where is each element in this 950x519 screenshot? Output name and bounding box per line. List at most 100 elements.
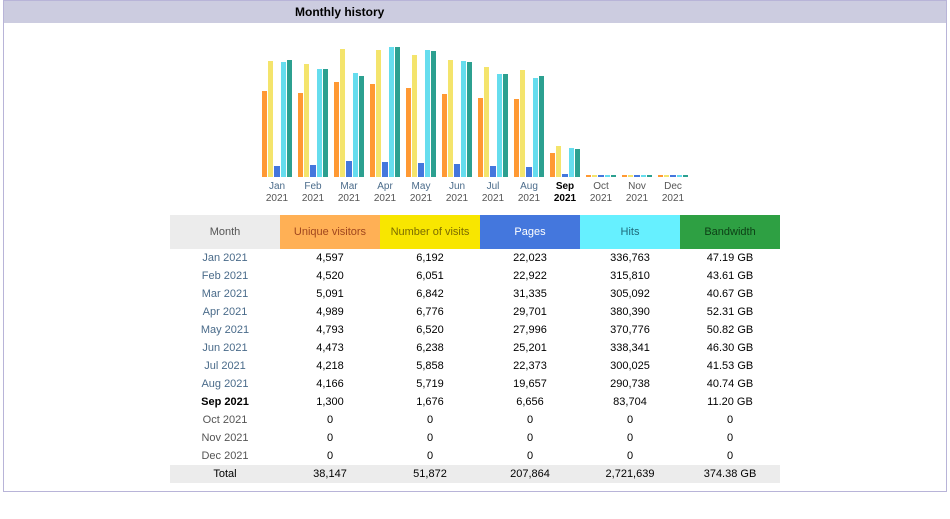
col-unique-visitors: Unique visitors [280, 215, 380, 249]
bar-visits [268, 61, 273, 177]
cell: 0 [680, 411, 780, 429]
chart-month-aug[interactable] [514, 70, 544, 177]
chart-month-oct [586, 175, 616, 177]
cell: 305,092 [580, 285, 680, 303]
chart-label-may[interactable]: May2021 [406, 181, 436, 205]
chart-month-dec [658, 175, 688, 177]
chart-month-may[interactable] [406, 50, 436, 177]
cell: 300,025 [580, 357, 680, 375]
chart-label-mar[interactable]: Mar2021 [334, 181, 364, 205]
chart-label-sep: Sep2021 [550, 181, 580, 205]
chart-label-dec: Dec2021 [658, 181, 688, 205]
bar-uv [658, 175, 663, 177]
row-month-label[interactable]: May 2021 [170, 321, 280, 339]
bar-visits [376, 50, 381, 177]
table-row: May 20214,7936,52027,996370,77650.82 GB [170, 321, 780, 339]
cell: 0 [280, 429, 380, 447]
bar-bw [539, 76, 544, 177]
chart-month-jan[interactable] [262, 60, 292, 177]
chart-label-apr[interactable]: Apr2021 [370, 181, 400, 205]
chart-label-jun[interactable]: Jun2021 [442, 181, 472, 205]
chart-month-mar[interactable] [334, 49, 364, 177]
chart-label-jul[interactable]: Jul2021 [478, 181, 508, 205]
row-month-label[interactable]: Aug 2021 [170, 375, 280, 393]
cell: 43.61 GB [680, 267, 780, 285]
cell: 52.31 GB [680, 303, 780, 321]
bar-uv [586, 175, 591, 177]
table-row: Apr 20214,9896,77629,701380,39052.31 GB [170, 303, 780, 321]
chart-label-oct: Oct2021 [586, 181, 616, 205]
chart-label-nov: Nov2021 [622, 181, 652, 205]
cell: 27,996 [480, 321, 580, 339]
row-month-label[interactable]: Jun 2021 [170, 339, 280, 357]
bar-bw [611, 175, 616, 177]
row-month-label[interactable]: Mar 2021 [170, 285, 280, 303]
cell: 0 [480, 447, 580, 465]
table-row: Nov 202100000 [170, 429, 780, 447]
cell: 338,341 [580, 339, 680, 357]
bar-bw [467, 62, 472, 177]
cell: 315,810 [580, 267, 680, 285]
bar-visits [628, 175, 633, 177]
bar-uv [622, 175, 627, 177]
cell: 22,922 [480, 267, 580, 285]
table-header-row: Month Unique visitors Number of visits P… [170, 215, 780, 249]
cell: 5,858 [380, 357, 480, 375]
cell: 4,218 [280, 357, 380, 375]
cell: 6,238 [380, 339, 480, 357]
bar-uv [370, 84, 375, 177]
cell: 4,473 [280, 339, 380, 357]
bar-pages [526, 167, 531, 177]
cell: 31,335 [480, 285, 580, 303]
chart-month-apr[interactable] [370, 47, 400, 177]
bar-visits [484, 67, 489, 177]
chart-month-nov [622, 175, 652, 177]
bar-uv [262, 91, 267, 177]
cell: 4,597 [280, 249, 380, 267]
chart-label-jan[interactable]: Jan2021 [262, 181, 292, 205]
cell: 83,704 [580, 393, 680, 411]
bar-hits [605, 175, 610, 177]
row-month-label: Dec 2021 [170, 447, 280, 465]
chart-label-feb[interactable]: Feb2021 [298, 181, 328, 205]
cell: 6,192 [380, 249, 480, 267]
bar-pages [598, 175, 603, 177]
table-row: Aug 20214,1665,71919,657290,73840.74 GB [170, 375, 780, 393]
table-row: Jun 20214,4736,23825,201338,34146.30 GB [170, 339, 780, 357]
cell: 1,676 [380, 393, 480, 411]
table-row: Dec 202100000 [170, 447, 780, 465]
chart-label-aug[interactable]: Aug2021 [514, 181, 544, 205]
bar-uv [550, 153, 555, 177]
row-month-label: Sep 2021 [170, 393, 280, 411]
chart-month-sep [550, 146, 580, 177]
bar-hits [317, 69, 322, 177]
bar-visits [664, 175, 669, 177]
bar-hits [677, 175, 682, 177]
cell: 4,166 [280, 375, 380, 393]
table-row: Feb 20214,5206,05122,922315,81043.61 GB [170, 267, 780, 285]
row-month-label[interactable]: Jan 2021 [170, 249, 280, 267]
chart-month-jun[interactable] [442, 60, 472, 177]
bar-visits [556, 146, 561, 177]
cell: 6,776 [380, 303, 480, 321]
col-visits: Number of visits [380, 215, 480, 249]
cell: 0 [680, 429, 780, 447]
row-month-label[interactable]: Apr 2021 [170, 303, 280, 321]
cell: 0 [680, 447, 780, 465]
bar-uv [478, 98, 483, 177]
cell: 6,520 [380, 321, 480, 339]
cell: 5,091 [280, 285, 380, 303]
cell: 25,201 [480, 339, 580, 357]
cell: 0 [380, 447, 480, 465]
chart-month-feb[interactable] [298, 64, 328, 177]
chart-month-jul[interactable] [478, 67, 508, 177]
cell: 0 [580, 429, 680, 447]
bar-hits [641, 175, 646, 177]
bar-pages [382, 162, 387, 177]
cell: 1,300 [280, 393, 380, 411]
bar-visits [340, 49, 345, 177]
row-month-label[interactable]: Jul 2021 [170, 357, 280, 375]
row-month-label[interactable]: Feb 2021 [170, 267, 280, 285]
bar-visits [448, 60, 453, 177]
cell: 50.82 GB [680, 321, 780, 339]
